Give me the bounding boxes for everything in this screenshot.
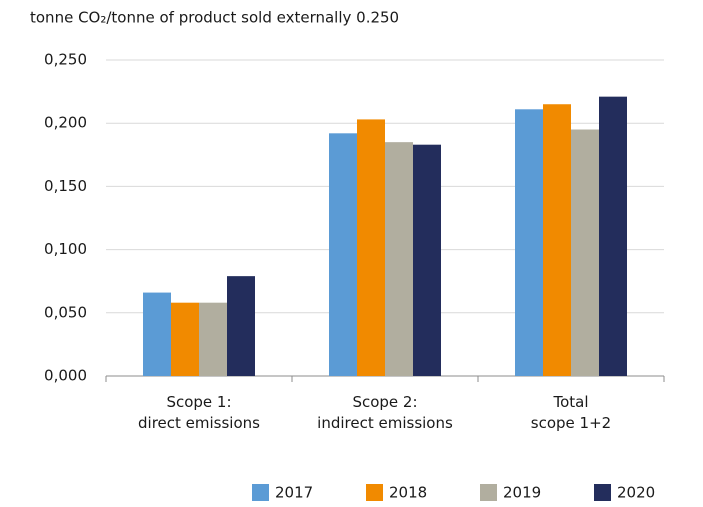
bar — [357, 119, 385, 377]
bar — [143, 292, 171, 376]
legend-swatch — [252, 484, 269, 501]
y-tick-label: 0,200 — [44, 114, 87, 132]
bar — [171, 302, 199, 376]
y-tick-label: 0,150 — [44, 177, 87, 195]
legend-label: 2017 — [275, 484, 313, 502]
y-tick-label: 0,050 — [44, 303, 87, 321]
bar — [385, 142, 413, 376]
bar — [329, 133, 357, 376]
bar — [599, 96, 627, 376]
legend-label: 2019 — [503, 484, 541, 502]
y-tick-label: 0,100 — [44, 240, 87, 258]
x-tick-label: Scope 2: indirect emissions — [317, 393, 453, 432]
legend-label: 2018 — [389, 484, 427, 502]
legend-swatch — [480, 484, 497, 501]
bar — [199, 302, 227, 376]
x-tick-label: Total scope 1+2 — [531, 393, 611, 432]
bar — [413, 144, 441, 376]
chart-title: tonne CO₂/tonne of product sold external… — [30, 9, 399, 27]
bar — [515, 109, 543, 377]
bar — [543, 104, 571, 377]
y-tick-label: 0,250 — [44, 51, 87, 69]
x-tick-label: Scope 1: direct emissions — [138, 393, 260, 432]
legend-label: 2020 — [617, 484, 655, 502]
y-tick-label: 0,000 — [44, 367, 87, 385]
legend-swatch — [594, 484, 611, 501]
bar — [227, 276, 255, 376]
legend-swatch — [366, 484, 383, 501]
bar — [571, 129, 599, 376]
